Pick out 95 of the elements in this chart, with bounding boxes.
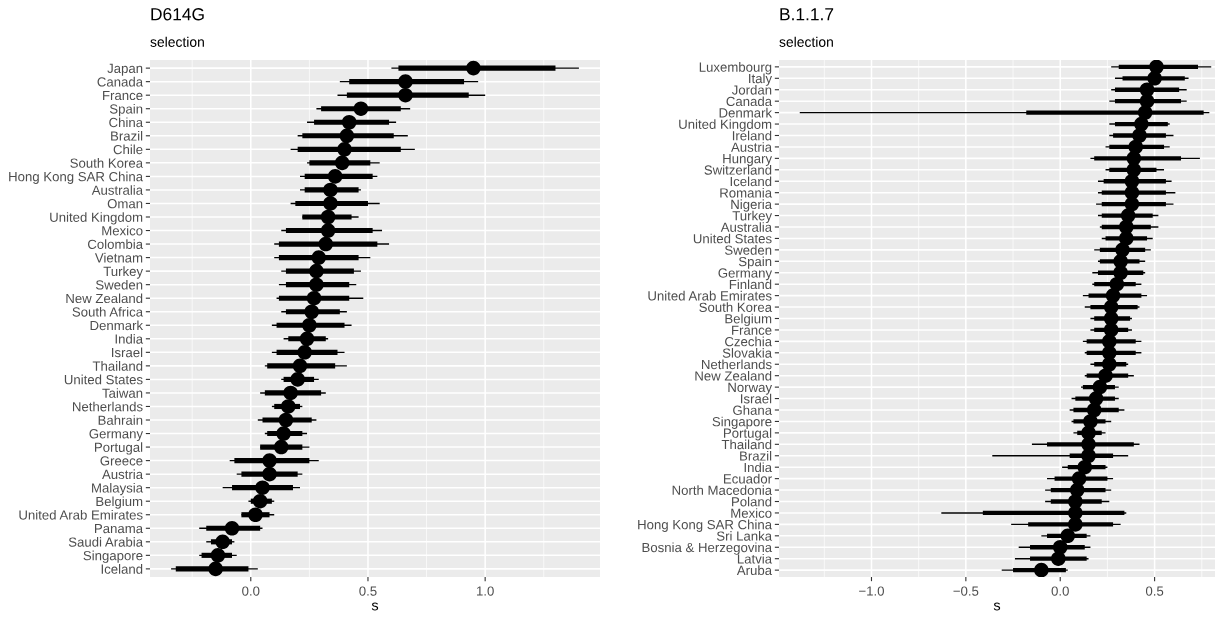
y-tick-label: Brazil (740, 450, 772, 461)
y-tick-label: North Macedonia (672, 485, 773, 495)
y-tick-label: Malaysia (92, 482, 144, 496)
y-tick-label: Luxembourg (699, 62, 772, 75)
y-tick-label: Portugal (95, 442, 143, 455)
y-tick-label: Romania (720, 187, 773, 198)
y-tick-label: Jordan (731, 84, 772, 95)
y-tick-label: Ecuador (724, 473, 772, 484)
chart-title: D614G (151, 8, 204, 21)
y-tick-label: Norway (728, 382, 773, 395)
y-tick-label: Netherlands (702, 359, 772, 370)
y-tick-label: Hong Kong SAR China (9, 171, 144, 184)
y-tick-label: Vietnam (94, 252, 143, 263)
y-tick-label: France (103, 90, 143, 101)
y-tick-label: United Arab Emirates (648, 290, 772, 301)
y-tick-label: India (115, 334, 144, 344)
y-tick-label: Canada (726, 96, 773, 107)
y-tick-label: Hungary (723, 154, 773, 166)
y-tick-label: Switzerland (704, 165, 772, 175)
y-tick-label: Sweden (95, 279, 143, 290)
y-tick-label: Turkey (732, 210, 773, 224)
y-tick-label: Turkey (103, 266, 144, 279)
y-tick-label: Thailand (721, 439, 772, 450)
x-tick-label: 0.0 (1051, 586, 1069, 596)
y-tick-label: Canada (97, 76, 144, 87)
y-tick-label: France (732, 325, 772, 335)
y-tick-label: Iceland (101, 564, 143, 574)
chart-subtitle: selection (779, 36, 833, 47)
x-tick-label: 0.5 (1145, 586, 1164, 596)
y-tick-label: Austria (102, 469, 144, 480)
y-tick-label: United Kingdom (679, 119, 772, 132)
y-tick-label: Czechia (725, 336, 773, 347)
y-tick-label: South Korea (70, 158, 144, 168)
y-tick-label: United States (64, 374, 143, 385)
y-tick-label: Aruba (736, 565, 773, 576)
y-tick-label: Netherlands (73, 401, 143, 412)
y-tick-label: Greece (100, 456, 143, 466)
x-tick-label: 0.5 (359, 586, 377, 596)
y-tick-label: South Africa (72, 306, 144, 317)
y-tick-label: Ireland (732, 130, 772, 141)
y-tick-label: Denmark (719, 107, 773, 118)
chart-subtitle: selection (150, 36, 204, 47)
y-tick-label: Thailand (92, 361, 143, 371)
y-tick-label: Poland (732, 496, 772, 507)
y-tick-label: Ghana (733, 405, 773, 415)
y-tick-label: Finland (729, 279, 772, 290)
y-tick-label: Singapore (83, 550, 143, 563)
y-tick-label: China (109, 117, 144, 128)
y-tick-label: Austria (731, 142, 773, 152)
y-tick-label: Portugal (724, 428, 772, 441)
y-tick-label: Belgium (725, 313, 772, 327)
y-tick-label: Saudi Arabia (68, 537, 144, 547)
y-tick-label: Belgium (96, 496, 143, 509)
y-tick-label: South Korea (699, 302, 773, 312)
y-tick-label: Singapore (712, 416, 772, 429)
y-tick-label: Brazil (111, 131, 143, 141)
y-tick-label: Denmark (90, 320, 144, 331)
y-tick-label: India (744, 462, 773, 473)
y-tick-label: New Zealand (66, 293, 143, 304)
x-tick-label: 0.0 (242, 586, 260, 596)
y-tick-label: United States (693, 233, 772, 244)
y-tick-label: Bosnia & Herzegovina (642, 542, 773, 555)
y-tick-label: Mexico (102, 225, 143, 236)
y-tick-label: Oman (107, 199, 143, 209)
y-tick-label: United Arab Emirates (19, 509, 143, 520)
y-tick-label: Sri Lanka (716, 531, 773, 541)
y-tick-label: Iceland (730, 176, 772, 187)
y-tick-label: New Zealand (695, 370, 772, 381)
x-tick-label: −1.0 (859, 586, 884, 596)
y-tick-label: United Kingdom (50, 212, 143, 225)
y-tick-label: Japan (107, 63, 143, 76)
y-tick-label: Australia (720, 222, 773, 232)
y-tick-label: Bahrain (98, 415, 143, 425)
y-tick-label: Israel (112, 347, 143, 358)
y-tick-label: Slovakia (722, 348, 773, 358)
x-tick-label: 1.0 (476, 586, 494, 596)
y-tick-label: Australia (91, 185, 144, 195)
y-tick-label: Sweden (724, 245, 772, 255)
y-tick-label: Taiwan (102, 388, 143, 398)
y-tick-label: Chile (113, 144, 143, 155)
y-tick-label: Israel (741, 393, 772, 404)
y-tick-label: Nigeria (731, 199, 773, 212)
y-tick-label: Hong Kong SAR China (638, 519, 773, 532)
x-axis-title: s (993, 602, 1001, 611)
chart-title: B.1.1.7 (780, 8, 834, 21)
x-axis-title: s (371, 602, 379, 611)
y-tick-label: Germany (89, 429, 144, 442)
y-tick-label: Mexico (731, 508, 772, 518)
y-tick-label: Germany (718, 268, 773, 281)
y-tick-label: Panama (95, 523, 144, 534)
y-tick-label: Colombia (87, 239, 144, 249)
y-tick-label: Spain (738, 256, 772, 269)
y-tick-label: Spain (109, 103, 143, 117)
y-tick-label: Italy (749, 73, 773, 86)
x-tick-label: −0.5 (953, 586, 979, 596)
